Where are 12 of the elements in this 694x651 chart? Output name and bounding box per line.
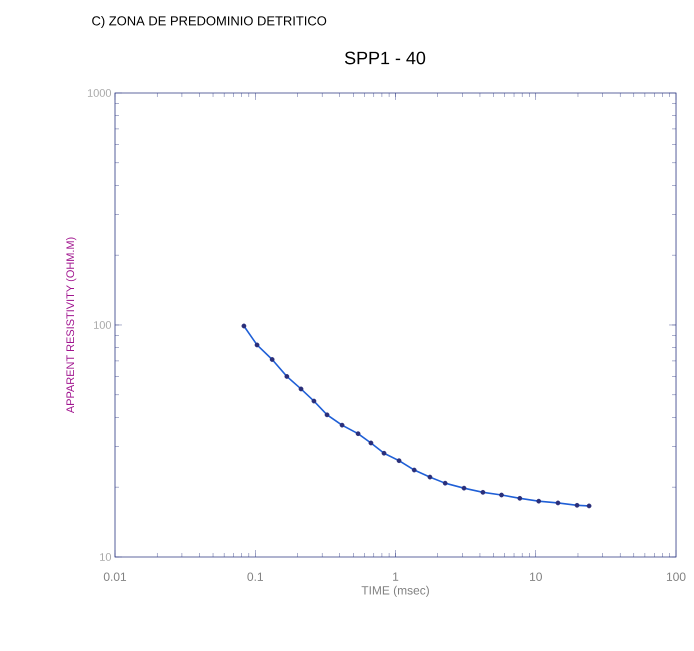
- x-axis-title: TIME (msec): [362, 586, 429, 597]
- x-tick-label: 0.01: [104, 572, 126, 581]
- chart-subtitle: SPP1 - 40: [344, 52, 426, 64]
- x-tick-label: 0.1: [247, 572, 263, 581]
- x-tick-label: 10: [530, 572, 542, 581]
- y-tick-label: 1000: [88, 89, 112, 97]
- x-tick-label: 100: [666, 572, 686, 581]
- y-axis-title: APPARENT RESISTIVITY (OHM.M): [66, 237, 76, 414]
- chart-title: C) ZONA DE PREDOMINIO DETRITICO: [92, 16, 326, 28]
- y-tick-label: 10: [100, 553, 112, 561]
- y-tick-label: 100: [94, 321, 112, 329]
- x-tick-label: 1: [393, 572, 398, 581]
